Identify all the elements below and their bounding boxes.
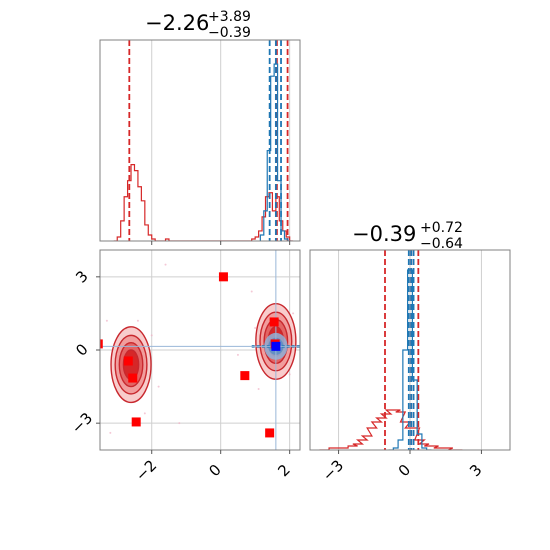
red-marker-2 xyxy=(128,373,138,383)
x-tick-label-2: 3 xyxy=(466,461,485,480)
sample-point-7 xyxy=(250,290,253,293)
sample-point-8 xyxy=(178,422,181,425)
panel-bottom-left-scatter: −2 0 2 −3 0 3 xyxy=(68,249,301,485)
sample-point-2 xyxy=(164,263,167,266)
ticks-bottom-right: −3 0 3 xyxy=(319,450,486,485)
hist-series-0 xyxy=(319,409,463,450)
x-tick-label-bl-2: 2 xyxy=(274,461,293,480)
hist-series-1 xyxy=(388,269,432,450)
red-marker-4 xyxy=(218,272,228,282)
red-marker-0 xyxy=(100,339,103,349)
ticks-top-left xyxy=(151,241,291,245)
red-marker-5 xyxy=(240,371,250,381)
sample-point-3 xyxy=(109,431,112,434)
y-tick-label-bl-1: 0 xyxy=(72,340,91,359)
title-bottom-right-sup: +0.72 xyxy=(420,220,463,236)
title-top-left-main: −2.26 xyxy=(145,11,209,35)
grid-bottom-right xyxy=(338,250,482,450)
ticks-bottom-left: −2 0 2 −3 0 3 xyxy=(68,267,294,485)
title-top-left-sup: +3.89 xyxy=(208,9,251,25)
red-marker-1 xyxy=(123,356,133,366)
frame-top-left xyxy=(99,39,301,242)
red-contour-line-0-0 xyxy=(110,326,152,404)
title-bottom-right-main: −0.39 xyxy=(352,222,416,246)
red-marker-7 xyxy=(269,317,279,327)
red-marker-6 xyxy=(265,428,275,438)
y-tick-label-bl-2: 3 xyxy=(72,267,91,286)
sample-point-6 xyxy=(150,334,153,337)
sample-point-13 xyxy=(236,353,239,356)
title-top-left: −2.26 +3.89 −0.39 xyxy=(145,9,251,41)
grid-top-left xyxy=(151,40,291,241)
hist-series-0 xyxy=(113,164,294,241)
sample-point-14 xyxy=(288,373,291,376)
histogram-top-left xyxy=(113,40,294,241)
sample-point-12 xyxy=(136,319,139,322)
hist-series-1 xyxy=(259,63,292,241)
panel-bottom-right-histogram: −3 0 3 xyxy=(309,249,511,485)
title-bottom-right-sub: −0.64 xyxy=(420,236,463,252)
x-tick-label-bl-0: −2 xyxy=(132,456,160,484)
title-top-left-sub: −0.39 xyxy=(208,25,251,41)
red-marker-3 xyxy=(131,417,141,427)
x-tick-label-bl-1: 0 xyxy=(205,461,224,480)
sample-point-9 xyxy=(292,312,295,315)
sample-point-1 xyxy=(143,412,146,415)
sample-point-15 xyxy=(157,385,160,388)
sample-point-4 xyxy=(254,327,257,330)
red-contour-line-0-2 xyxy=(118,341,144,388)
scatter-bottom-left xyxy=(100,250,300,450)
histogram-bottom-right xyxy=(319,250,463,450)
x-tick-label-1: 0 xyxy=(395,461,414,480)
sample-point-11 xyxy=(257,388,260,391)
sample-point-10 xyxy=(105,319,108,322)
title-bottom-right: −0.39 +0.72 −0.64 xyxy=(352,220,463,252)
blue-marker xyxy=(271,341,281,351)
panel-top-left-histogram xyxy=(99,39,301,245)
x-tick-label-0: −3 xyxy=(319,456,347,484)
y-tick-label-bl-0: −3 xyxy=(68,409,96,437)
red-contour-line-0-1 xyxy=(114,334,148,395)
